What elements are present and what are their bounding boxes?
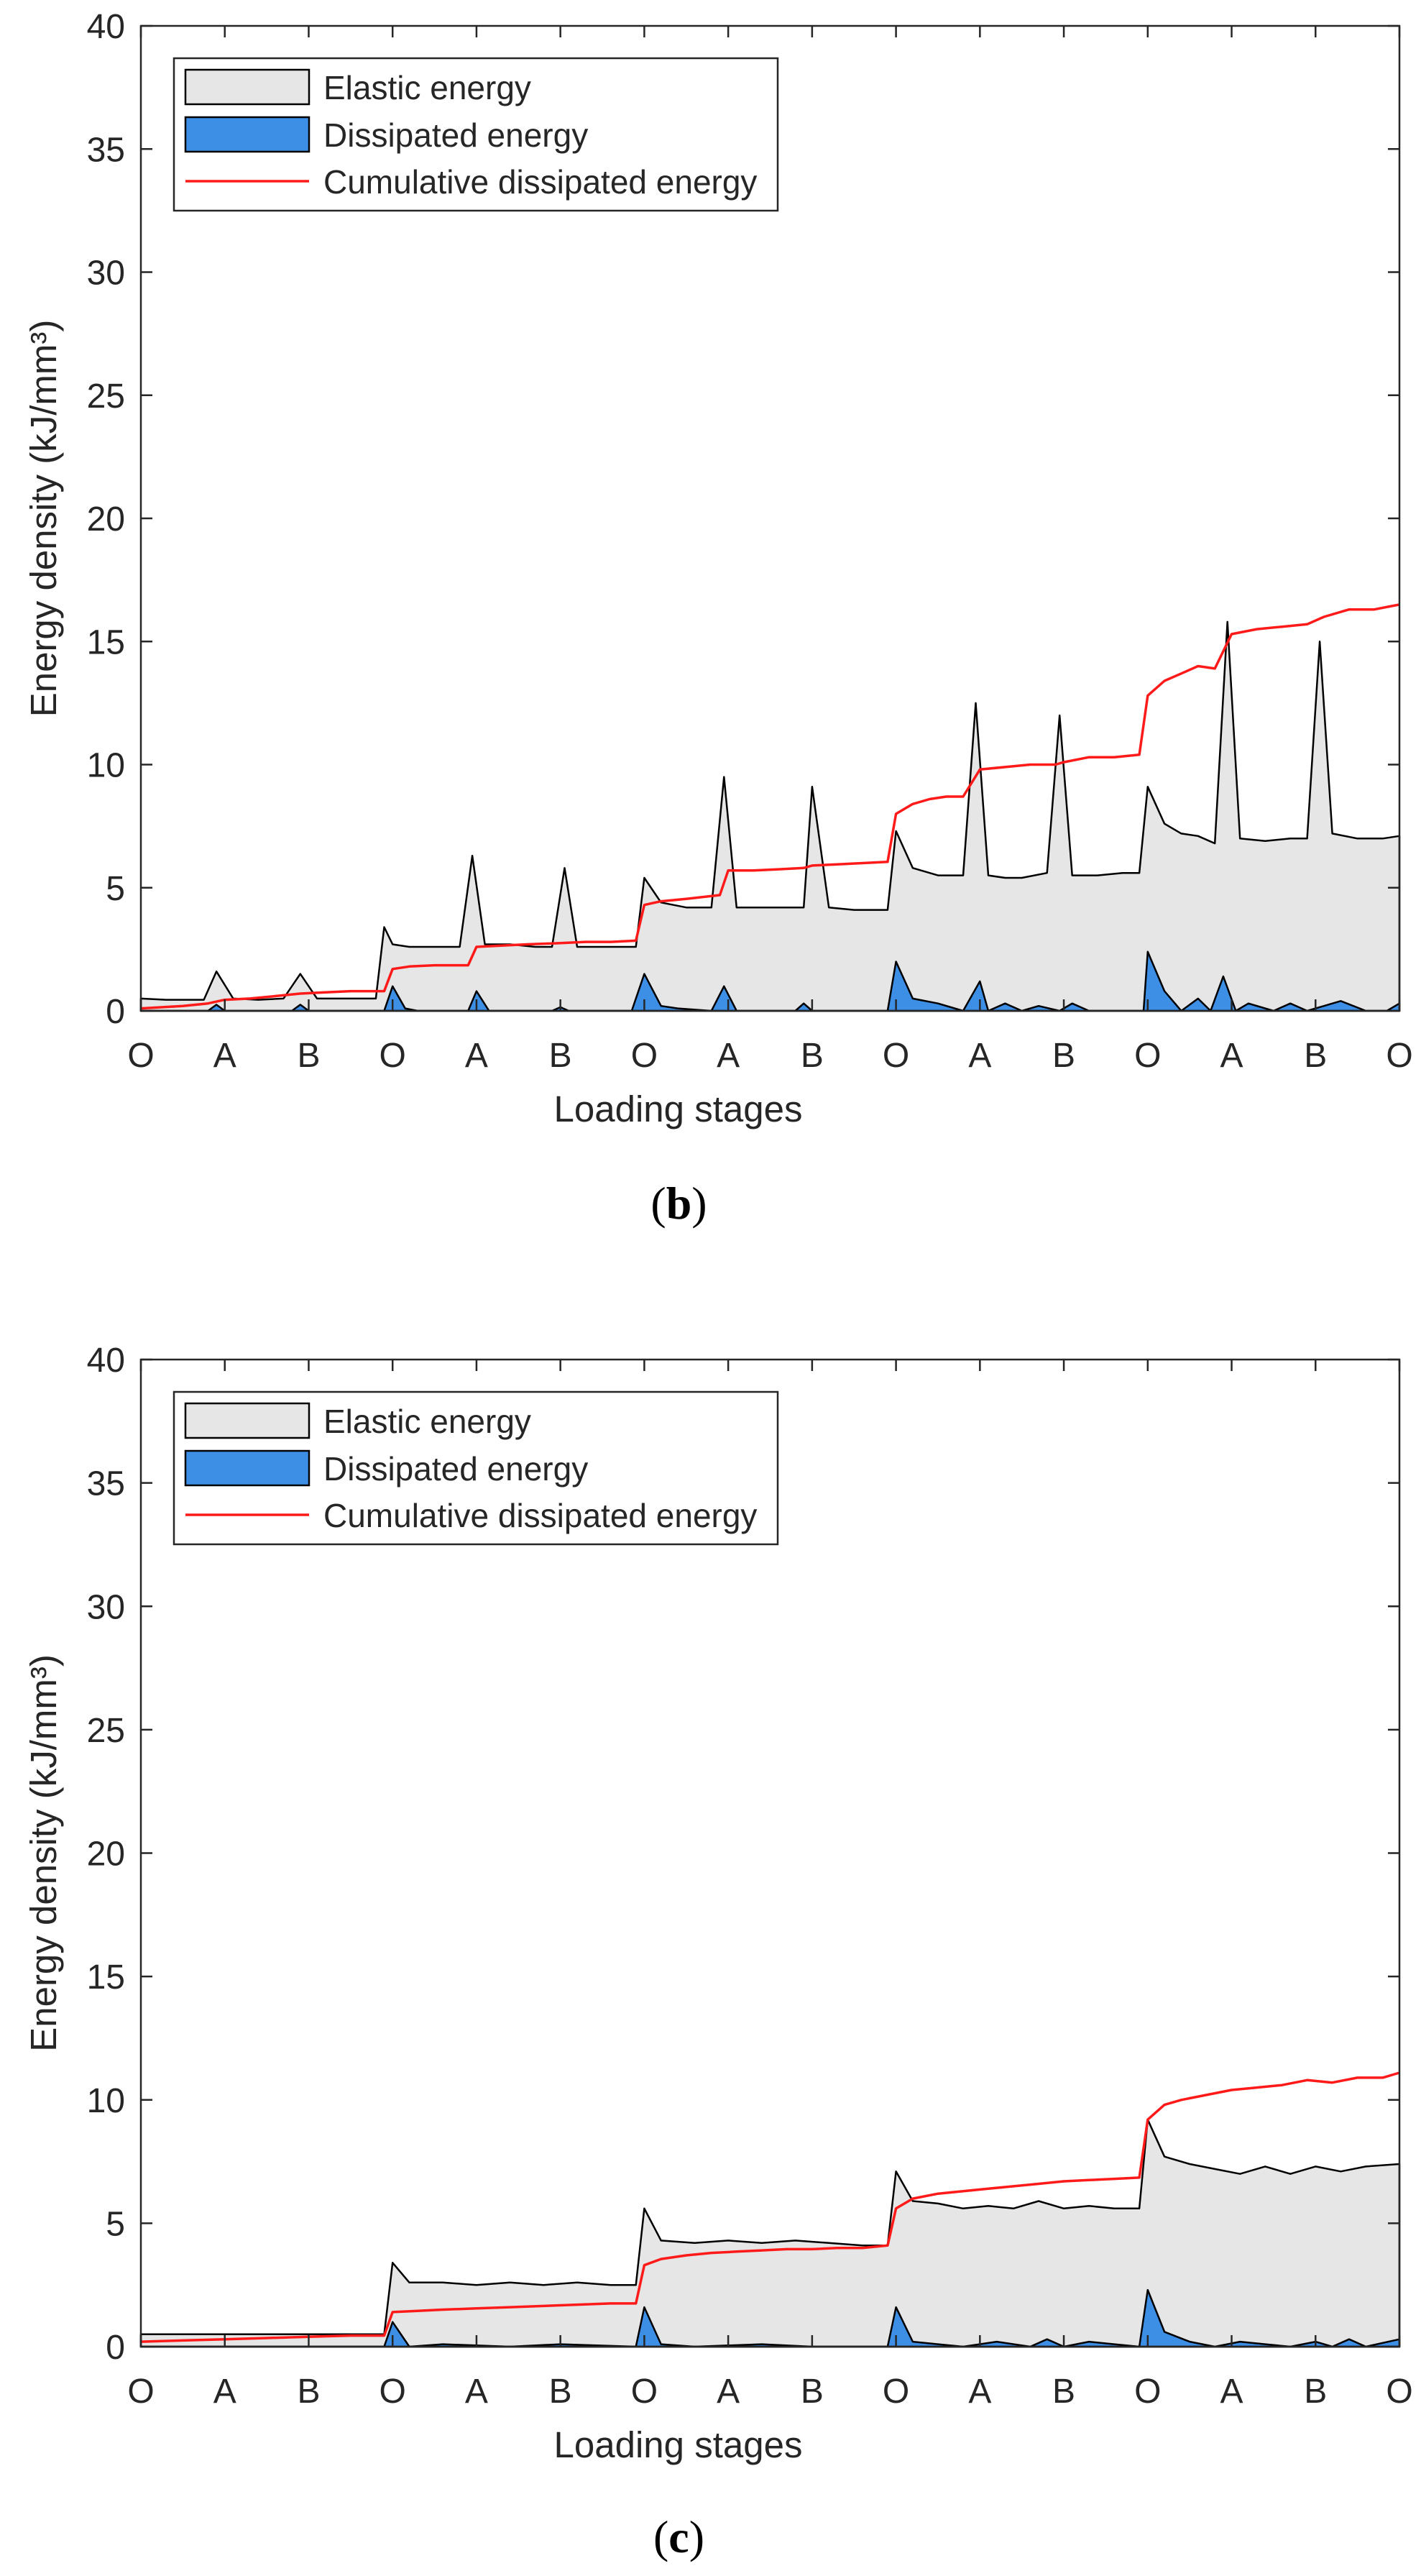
panel-b-ytick-label: 30 — [87, 255, 125, 293]
panel-b-chart: 0 5 10 15 20 25 30 35 40 O A B O A B O A B O A B O A B O Loading … — [23, 8, 1413, 1229]
panel-c-ytick-label: 5 — [106, 2205, 125, 2243]
panel-c-legend-label: Cumulative dissipated energy — [323, 1497, 757, 1534]
panel-c-legend-label: Dissipated energy — [323, 1450, 588, 1488]
panel-b-ytick-label: 20 — [87, 500, 125, 538]
panel-b-ytick-label: 25 — [87, 377, 125, 416]
panel-c-ytick-label: 40 — [87, 1342, 125, 1380]
panel-b-ytick-label: 15 — [87, 623, 125, 661]
panel-c-xtick-label: B — [297, 2373, 320, 2411]
panel-b-xtick-label: O — [1386, 1037, 1412, 1075]
panel-c-xtick-label: A — [717, 2373, 740, 2411]
panel-b-legend-swatch-dissipated — [184, 116, 311, 153]
panel-c-legend-swatch-elastic — [184, 1402, 311, 1439]
panel-c-xtick-label: O — [1386, 2373, 1412, 2411]
panel-b-xtick-label: O — [631, 1037, 658, 1075]
panel-c-ytick-label: 35 — [87, 1465, 125, 1503]
panel-c-x-axis-label: Loading stages — [554, 2424, 803, 2465]
panel-c-ytick-label: 30 — [87, 1588, 125, 1626]
panel-b-y-axis-label: Energy density (kJ/mm³) — [23, 320, 64, 718]
panel-c-ytick-label: 20 — [87, 1835, 125, 1874]
panel-c-ytick-label: 25 — [87, 1712, 125, 1750]
panel-b-legend-label: Cumulative dissipated energy — [323, 163, 757, 201]
panel-b-xtick-label: A — [717, 1037, 740, 1075]
panel-b-xtick-label: O — [1134, 1037, 1161, 1075]
panel-c-xtick-label: O — [631, 2373, 658, 2411]
panel-b-ytick-label: 0 — [106, 993, 125, 1031]
panel-c-xtick-label: B — [549, 2373, 572, 2411]
panel-b-series-elastic-energy — [139, 620, 1401, 1012]
panel-c-xtick-label: A — [968, 2373, 991, 2411]
panel-b-legend: Elastic energy Dissipated energy Cumulativ… — [173, 57, 779, 212]
panel-c-xtick-label: O — [380, 2373, 406, 2411]
panel-b-xtick-label: O — [380, 1037, 406, 1075]
panel-b-xtick-label: O — [127, 1037, 154, 1075]
panel-b-xtick-label: A — [213, 1037, 236, 1075]
panel-c-ytick-label: 15 — [87, 1958, 125, 1997]
panel-c-legend: Elastic energy Dissipated energy Cumulativ… — [173, 1390, 779, 1546]
panel-b-legend-label: Dissipated energy — [323, 116, 588, 154]
panel-b-ytick-label: 5 — [106, 870, 125, 908]
panel-b-ytick-label: 35 — [87, 131, 125, 169]
panel-b-ytick-label: 40 — [87, 8, 125, 46]
panel-c-series-cumulative-dissipated-energy — [140, 2071, 1400, 2343]
panel-c-xtick-label: A — [465, 2373, 488, 2411]
panel-c-legend-label: Elastic energy — [323, 1403, 531, 1440]
panel-b-legend-swatch-elastic — [184, 68, 311, 106]
panel-c-panel-label: (c) — [653, 2511, 704, 2562]
panel-b-x-axis-label: Loading stages — [554, 1088, 803, 1129]
panel-c-ytick-label: 10 — [87, 2082, 125, 2120]
panel-b-xtick-label: O — [883, 1037, 909, 1075]
panel-b-legend-label: Elastic energy — [323, 69, 531, 106]
panel-c-xtick-label: B — [801, 2373, 824, 2411]
panel-c-y-axis-label: Energy density (kJ/mm³) — [23, 1654, 64, 2052]
panel-b-series-cumulative-dissipated-energy — [140, 603, 1400, 1010]
panel-c-ytick-label: 0 — [106, 2329, 125, 2367]
panel-b-xtick-label: B — [801, 1037, 824, 1075]
panel-c-xtick-label: O — [127, 2373, 154, 2411]
panel-c-xtick-label: B — [1052, 2373, 1075, 2411]
panel-c-chart: 0 5 10 15 20 25 30 35 40 O A B O A B O A B O A B O A B O Loading … — [23, 1342, 1413, 2562]
panel-c-xtick-label: A — [1220, 2373, 1243, 2411]
panel-b-xtick-label: A — [968, 1037, 991, 1075]
panel-b-xtick-label: B — [1304, 1037, 1327, 1075]
panel-c-xtick-label: A — [213, 2373, 236, 2411]
panel-b-ytick-label: 10 — [87, 747, 125, 785]
panel-b-xtick-label: A — [1220, 1037, 1243, 1075]
panel-b-xtick-label: B — [1052, 1037, 1075, 1075]
panel-b-xtick-label: B — [297, 1037, 320, 1075]
panel-c-xtick-label: O — [883, 2373, 909, 2411]
panel-c-legend-swatch-dissipated — [184, 1449, 311, 1487]
panel-c-xtick-label: B — [1304, 2373, 1327, 2411]
panel-b-xtick-label: B — [549, 1037, 572, 1075]
panel-b-panel-label: (b) — [650, 1178, 707, 1229]
panel-c-xtick-label: O — [1134, 2373, 1161, 2411]
panel-b-xtick-label: A — [465, 1037, 488, 1075]
